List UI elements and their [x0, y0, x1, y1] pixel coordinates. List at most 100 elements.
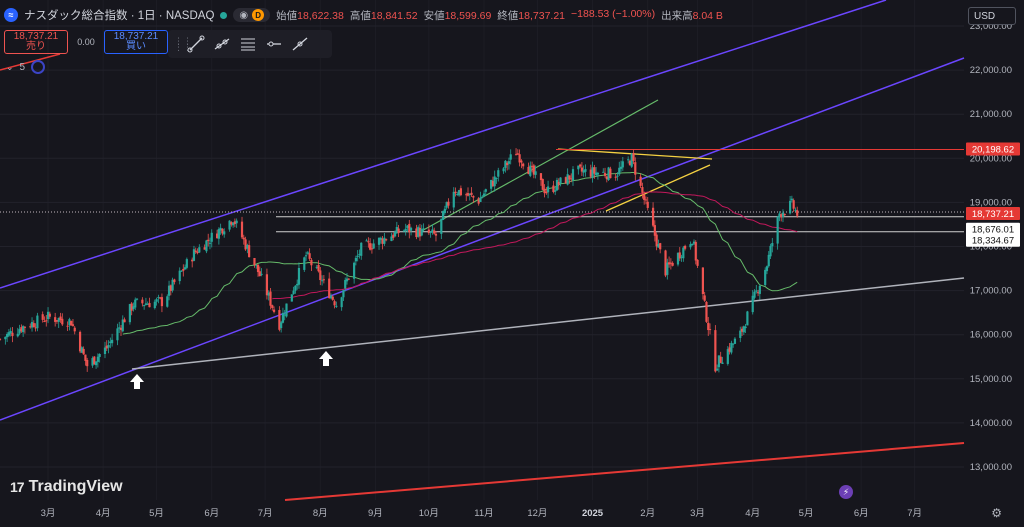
candle-body	[385, 239, 388, 241]
candle-body	[269, 291, 272, 306]
candle-body	[714, 330, 717, 372]
currency-select[interactable]: USD	[968, 7, 1016, 25]
candle-body	[379, 237, 382, 240]
candle-body	[198, 247, 201, 253]
ohlc-value: 18,622.38	[297, 9, 344, 22]
ohlc-value: 18,599.69	[444, 9, 492, 22]
candle-body	[9, 330, 12, 334]
candle-body	[783, 214, 786, 216]
candle-body	[80, 347, 83, 353]
candle-body	[458, 190, 461, 196]
sell-button[interactable]: 18,737.21 売り	[4, 30, 68, 54]
ohlc-item: −188.53 (−1.00%)	[571, 8, 655, 23]
candle-body	[570, 178, 573, 180]
candle-body	[141, 299, 144, 304]
arrow-marker	[130, 374, 144, 389]
candle-body	[429, 231, 432, 233]
candle-body	[707, 322, 710, 331]
price-tag-label: 20,198.62	[972, 145, 1014, 156]
symbol-title[interactable]: ナスダック総合指数 · 1日 · NASDAQ	[24, 10, 215, 22]
candle-body	[678, 252, 681, 259]
candle-body	[634, 162, 637, 175]
lightning-icon[interactable]: ⚡	[839, 485, 853, 499]
candle-body	[402, 230, 406, 232]
candle-body	[691, 243, 694, 246]
candle-body	[595, 172, 598, 176]
candle-body	[417, 227, 420, 237]
candle-body	[230, 222, 233, 225]
candle-body	[183, 267, 187, 270]
candle-body	[716, 368, 719, 371]
candle-body	[666, 262, 669, 275]
candle-body	[433, 230, 436, 234]
drag-handle-icon[interactable]: ⋮⋮ ⋮⋮	[174, 36, 192, 52]
price-tag-label: 18,737.21	[972, 209, 1014, 220]
ohlc-key: 始値	[276, 9, 298, 22]
candle-body	[203, 247, 206, 250]
candle-body	[655, 234, 658, 247]
candle-body	[653, 225, 656, 236]
candle-body	[609, 168, 612, 179]
horizontal-line-tool-icon[interactable]	[264, 34, 284, 54]
candle-body	[477, 198, 480, 204]
candle-body	[628, 160, 632, 166]
trendline-tool-icon[interactable]	[186, 34, 206, 54]
candle-body	[776, 216, 779, 244]
candle-body	[173, 279, 176, 283]
candle-body	[755, 290, 758, 292]
candle-body	[248, 245, 251, 258]
channel-tool-icon[interactable]	[238, 34, 258, 54]
candle-body	[751, 295, 754, 313]
candle-body	[514, 154, 518, 156]
gear-icon[interactable]: ⚙	[991, 506, 1002, 520]
candle-body	[381, 238, 384, 244]
indicators-toggle[interactable]: ⌄ 5	[6, 60, 46, 74]
up-arrow-icon	[130, 374, 144, 389]
ray-tool-icon[interactable]	[212, 34, 232, 54]
candle-body	[627, 159, 630, 161]
candle-body	[554, 190, 557, 192]
candle-body	[796, 210, 799, 216]
time-tick-label: 6月	[204, 508, 219, 519]
candle-body	[582, 170, 585, 173]
candle-body	[196, 251, 199, 254]
candle-body	[48, 313, 51, 317]
candle-body	[506, 162, 509, 166]
ohlc-key: 安値	[423, 9, 445, 22]
time-tick-label: 4月	[96, 508, 111, 519]
buy-button[interactable]: 18,737.21 買い	[104, 30, 168, 54]
candle-body	[406, 225, 409, 228]
candle-body	[443, 208, 446, 213]
candle-body	[602, 171, 605, 173]
candle-body	[70, 320, 73, 326]
triangle-lower-line	[605, 164, 711, 212]
extended-line-tool-icon[interactable]	[290, 34, 310, 54]
candle-body	[530, 166, 534, 168]
candle-body	[764, 269, 767, 285]
candle-body	[415, 228, 418, 238]
candle-body	[30, 321, 34, 328]
candle-body	[568, 175, 571, 180]
candle-body	[427, 229, 430, 234]
drawing-toolbar[interactable]: ⋮⋮ ⋮⋮	[168, 30, 332, 58]
candle-body	[265, 274, 269, 296]
candle-body	[680, 256, 683, 258]
candle-body	[545, 191, 548, 194]
sell-price: 18,737.21	[13, 31, 59, 42]
candle-body	[689, 244, 692, 248]
candle-body	[532, 165, 535, 175]
candle-body	[310, 259, 313, 266]
candle-body	[740, 328, 744, 332]
candle-body	[153, 301, 156, 309]
data-pill[interactable]: ◉ D	[233, 8, 271, 22]
candle-body	[215, 233, 219, 239]
arrow-marker	[319, 351, 333, 366]
price-tag	[966, 233, 1020, 247]
candle-body	[68, 319, 71, 326]
candle-body	[491, 180, 495, 187]
candle-body	[303, 257, 306, 270]
indicator-icon	[31, 60, 46, 74]
candle-body	[157, 297, 160, 299]
candle-body	[73, 327, 76, 332]
